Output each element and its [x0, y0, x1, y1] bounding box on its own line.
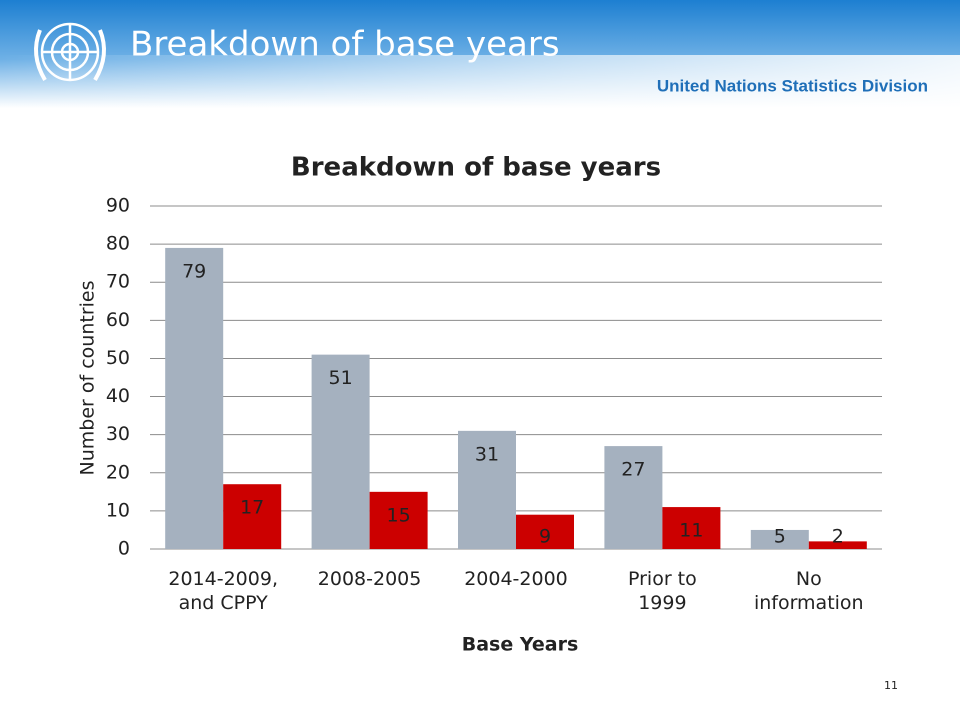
slide-title: Breakdown of base years	[130, 25, 560, 65]
bar	[516, 514, 574, 549]
x-tick-label: No information	[753, 568, 864, 614]
bar	[604, 446, 663, 549]
data-label: 2	[832, 526, 844, 548]
y-tick-label: 10	[106, 499, 130, 521]
y-tick-label: 20	[106, 461, 130, 483]
bar	[458, 430, 516, 549]
data-label: 31	[475, 443, 499, 465]
x-tick-label-box: 2004-2000	[464, 568, 568, 590]
x-tick-label-box: No information	[753, 568, 864, 614]
x-axis-title: Base Years	[462, 634, 579, 656]
data-label: 5	[774, 526, 786, 548]
organization: United Nations Statistics Division	[657, 76, 928, 95]
y-tick-label: 70	[106, 271, 130, 293]
page-number: 11	[884, 679, 898, 692]
bar	[223, 484, 282, 549]
data-label: 17	[240, 497, 264, 519]
y-tick-label: 30	[106, 423, 130, 445]
bar	[165, 247, 224, 549]
data-label: 15	[387, 504, 411, 526]
x-tick-label: Prior to 1999	[627, 568, 697, 614]
un-logo	[34, 22, 106, 82]
y-tick-label: 90	[106, 195, 130, 217]
data-label: 9	[539, 526, 551, 548]
y-tick-label: 80	[106, 233, 130, 255]
bar	[369, 491, 428, 549]
y-tick-label: 60	[106, 309, 130, 331]
header-fade	[0, 55, 960, 108]
y-tick-label: 0	[118, 538, 130, 560]
bar	[311, 354, 370, 549]
bar	[808, 541, 867, 549]
data-label: 51	[329, 367, 353, 389]
data-label: 11	[679, 520, 703, 542]
x-tick-label-box: 2014-2009, and CPPY	[168, 568, 278, 614]
y-tick-label: 50	[106, 347, 130, 369]
x-tick-label-box: Prior to 1999	[627, 568, 697, 614]
x-tick-label: 2008-2005	[317, 568, 422, 590]
bar	[750, 529, 809, 549]
y-axis-title: Number of countries	[77, 280, 99, 475]
bar	[662, 507, 721, 549]
x-tick-label: 2014-2009, and CPPY	[168, 568, 278, 614]
data-label: 27	[621, 459, 645, 481]
x-tick-label-box: 2008-2005	[317, 568, 422, 590]
y-tick-label: 40	[106, 385, 130, 407]
data-label: 79	[182, 260, 206, 282]
chart-title: Breakdown of base years	[291, 153, 661, 183]
x-tick-label: 2004-2000	[464, 568, 568, 590]
